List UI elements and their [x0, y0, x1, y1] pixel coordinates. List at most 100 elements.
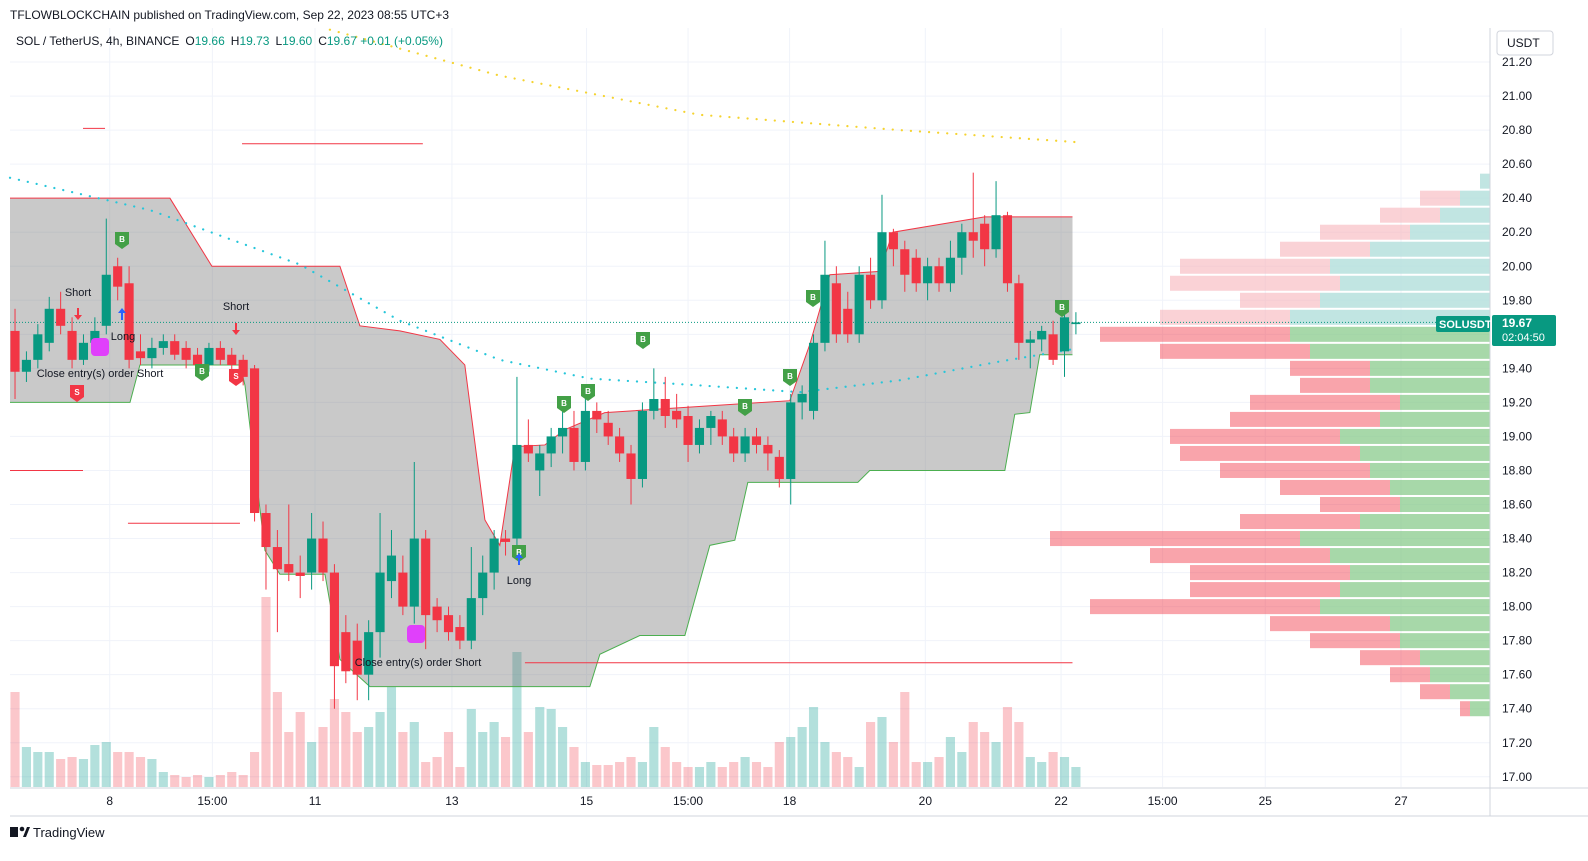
profile-down — [1460, 701, 1470, 717]
volume-bar — [90, 745, 100, 787]
volume-bar — [808, 707, 819, 787]
volume-bar — [672, 762, 682, 787]
y-tick-label: 21.00 — [1502, 89, 1532, 103]
signal-tag — [636, 332, 650, 349]
candle-body — [900, 249, 910, 275]
volume-bar — [820, 742, 830, 787]
exit-icon — [407, 625, 425, 643]
brand: TradingView — [33, 825, 105, 840]
volume-bar — [181, 777, 191, 787]
candle-body — [147, 347, 157, 359]
annotation: Close entry(s) order Short — [355, 657, 482, 669]
profile-up — [1480, 173, 1490, 189]
x-tick-label: 27 — [1394, 794, 1408, 808]
candle-body — [660, 398, 670, 417]
volume-bar — [250, 752, 260, 787]
candle-body — [21, 359, 31, 372]
profile-up — [1340, 275, 1490, 291]
volume-bar — [113, 752, 123, 787]
candle-body — [78, 342, 89, 360]
profile-up — [1360, 445, 1490, 461]
legend-value: 19.73 — [239, 34, 270, 48]
signal-label: B — [787, 372, 793, 381]
currency-box[interactable] — [1496, 30, 1554, 56]
signal-tag — [581, 384, 595, 401]
volume-bar — [398, 732, 408, 787]
candle-body — [546, 436, 556, 454]
volume-bar — [1014, 722, 1024, 787]
volume-bar — [284, 732, 294, 787]
published-line: TFLOWBLOCKCHAIN published on TradingView… — [10, 8, 450, 22]
volume-bar — [478, 732, 488, 787]
volume-bar — [615, 762, 625, 787]
y-tick-label: 19.80 — [1502, 293, 1532, 307]
symbol: SOL / TetherUS, 4h, BINANCE — [16, 34, 180, 48]
candle-body — [558, 427, 568, 437]
candle-body — [843, 308, 853, 335]
candle-body — [603, 422, 613, 437]
signal-label: S — [74, 388, 80, 397]
annotation: Short — [65, 287, 91, 299]
candle-body — [512, 444, 522, 539]
x-tick-label: 15 — [580, 794, 594, 808]
candle-body — [854, 274, 864, 335]
candle-body — [238, 359, 248, 377]
profile-down — [1220, 462, 1370, 478]
volume-bar — [272, 692, 282, 787]
volume-bar — [786, 737, 796, 787]
profile-down — [1190, 582, 1340, 598]
volume-bar — [375, 712, 385, 787]
candle-body — [329, 572, 339, 667]
signal-label: B — [640, 335, 646, 344]
volume-bar — [751, 762, 762, 787]
currency: USDT — [1507, 36, 1540, 50]
volume-bar — [888, 742, 898, 787]
y-tick-label: 19.00 — [1502, 429, 1532, 443]
y-tick-label: 18.40 — [1502, 532, 1532, 546]
profile-up — [1310, 343, 1490, 359]
candle-body — [957, 232, 967, 258]
volume-bar — [968, 722, 978, 787]
volume-bar — [295, 712, 305, 787]
volume-bar — [866, 722, 876, 787]
profile-down — [1170, 275, 1340, 291]
volume-bar — [694, 767, 705, 787]
y-tick-label: 17.60 — [1502, 668, 1532, 682]
annotation: Short — [223, 301, 249, 313]
volume-bar — [649, 727, 659, 787]
candle-body — [706, 416, 716, 428]
volume-bar — [67, 757, 77, 787]
candle-body — [124, 283, 134, 360]
profile-up — [1330, 258, 1490, 274]
candle-body — [295, 572, 305, 576]
volume-bar — [135, 757, 146, 787]
volume-bar — [215, 775, 225, 787]
legend-value: 19.66 — [194, 34, 225, 48]
legend-key: L — [275, 34, 283, 48]
profile-down — [1390, 667, 1430, 683]
candle-body — [831, 283, 841, 335]
candle-body — [980, 223, 990, 250]
volume-bar — [101, 742, 111, 787]
volume-bar — [854, 767, 864, 787]
profile-up — [1300, 531, 1490, 547]
brand-logo — [10, 826, 30, 837]
candle-body — [261, 513, 271, 548]
profile-down — [1160, 343, 1310, 359]
candle-body — [1037, 330, 1047, 340]
volume-bar — [21, 747, 31, 787]
candle-body — [1048, 334, 1058, 360]
volume-bar — [124, 752, 134, 787]
y-tick-label: 17.20 — [1502, 736, 1532, 750]
x-tick-label: 15:00 — [1148, 794, 1178, 808]
candle-body — [580, 410, 590, 462]
volume-bar — [717, 767, 727, 787]
volume-bar — [318, 727, 328, 787]
volume-bar — [147, 759, 157, 787]
candle-body — [694, 427, 705, 445]
volume-bar — [603, 765, 613, 787]
profile-up — [1460, 190, 1490, 206]
profile-down — [1280, 241, 1370, 257]
signal-label: B — [119, 235, 125, 244]
volume-bar — [740, 757, 750, 787]
